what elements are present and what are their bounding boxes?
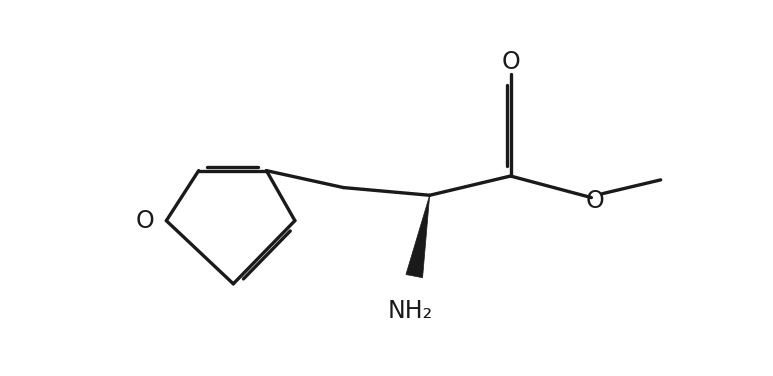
Text: NH₂: NH₂ xyxy=(388,299,433,323)
Text: O: O xyxy=(586,189,604,213)
Polygon shape xyxy=(406,195,430,278)
Text: O: O xyxy=(135,209,154,233)
Text: O: O xyxy=(501,50,520,74)
